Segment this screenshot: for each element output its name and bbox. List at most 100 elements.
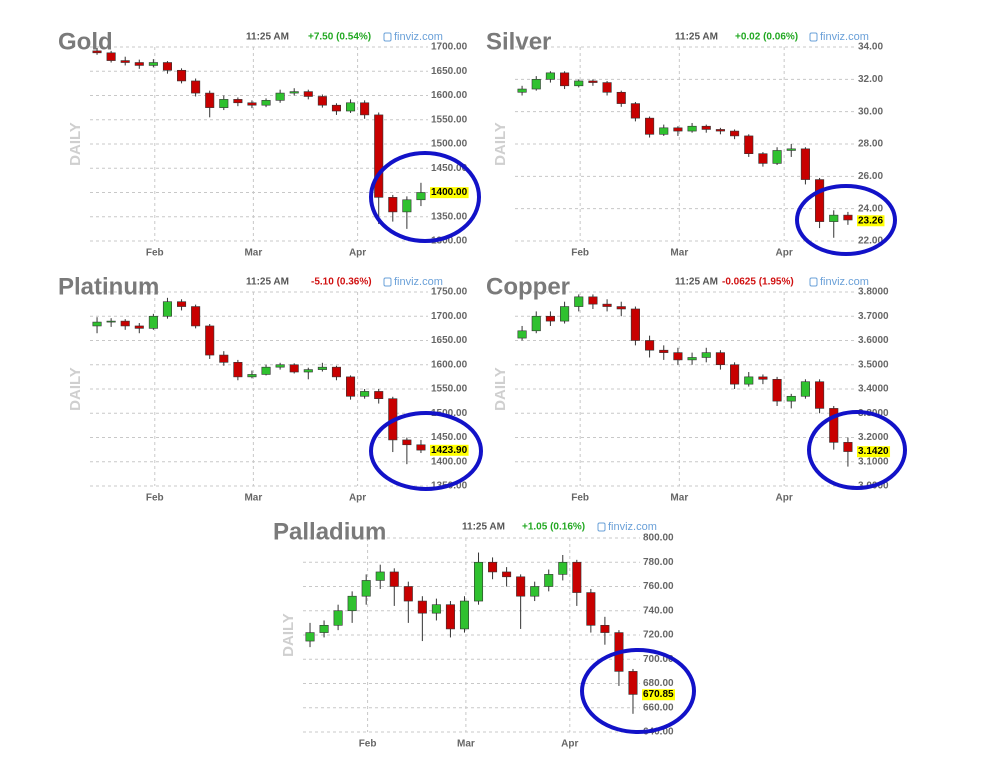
candle-body (488, 561, 498, 573)
candle-body (233, 362, 243, 378)
candle-body (402, 199, 412, 213)
candle-body (616, 306, 626, 310)
candle-body (673, 352, 683, 361)
candle-body (829, 214, 839, 222)
candle-body (772, 378, 782, 402)
candle-body (177, 301, 187, 307)
candle-body (628, 671, 638, 695)
chart-panel: Feb Mar Apr 1300.00 1350.00 1400.00 1450.00 150… (58, 28, 481, 259)
y-tick-label: 3.4000 (858, 384, 889, 395)
chart-panel: Feb Mar Apr 640.00 660.00 680.00 700.00 720.00 7… (273, 518, 696, 750)
candle-body (602, 82, 612, 93)
chart-panel: Feb Mar Apr 22.00 24.00 26.00 28.00 30.00 32.00 3… (486, 28, 897, 259)
x-tick-label: Mar (670, 248, 688, 259)
candle-body (588, 80, 598, 83)
chart-title: Platinum (58, 273, 159, 300)
quote-change: -5.10 (0.36%) (311, 277, 372, 288)
candle-body (588, 296, 598, 305)
y-tick-label: 1750.00 (431, 287, 468, 298)
candle-body (388, 197, 398, 213)
candle-body (303, 369, 313, 373)
candle-body (417, 600, 427, 614)
y-tick-label: 1400.00 (431, 456, 468, 467)
y-tick-label: 1650.00 (431, 66, 468, 77)
candle-body (233, 99, 243, 104)
chart-title: Copper (486, 273, 570, 300)
candle-body (545, 72, 555, 80)
candle-body (815, 381, 825, 409)
candle-body (416, 444, 426, 451)
candle-body (360, 102, 370, 116)
candle-body (389, 571, 399, 587)
candle-body (474, 561, 484, 602)
candle-body (829, 408, 839, 443)
chart-title: Silver (486, 28, 551, 55)
y-tick-label: 24.00 (858, 203, 883, 214)
quote-change: -0.0625 (1.95%) (722, 277, 794, 288)
last-price-label: 670.85 (643, 689, 674, 700)
y-tick-label: 3.6000 (858, 335, 889, 346)
y-axis-label: DAILY (67, 367, 84, 411)
source-link: finviz.com (608, 521, 657, 533)
candle-body (106, 320, 116, 323)
y-tick-label: 1550.00 (431, 384, 468, 395)
y-tick-label: 34.00 (858, 42, 883, 53)
highlight-circle (369, 411, 483, 491)
y-tick-label: 3.5000 (858, 359, 889, 370)
quote-change: +7.50 (0.54%) (308, 32, 371, 43)
y-axis-label: DAILY (492, 122, 509, 166)
y-tick-label: 28.00 (858, 139, 883, 150)
candle-body (602, 303, 612, 307)
y-tick-label: 3.1000 (858, 456, 889, 467)
candle-body (303, 91, 313, 97)
last-price-label: 3.1420 (858, 446, 889, 457)
y-tick-label: 1450.00 (431, 432, 468, 443)
y-axis-label: DAILY (67, 122, 84, 166)
x-tick-label: Apr (776, 493, 793, 504)
candle-body (701, 125, 711, 130)
source-icon (383, 32, 392, 42)
candle-body (148, 62, 158, 66)
candle-body (106, 52, 116, 61)
candle-body (162, 301, 172, 317)
candle-body (574, 296, 584, 307)
highlight-circle (580, 648, 696, 734)
y-tick-label: 1700.00 (431, 311, 468, 322)
source-link: finviz.com (820, 31, 869, 43)
candle-body (772, 150, 782, 164)
candle-body (517, 330, 527, 339)
source-icon (383, 277, 392, 287)
candle-body (645, 340, 655, 351)
candle-body (205, 325, 215, 356)
candle-body (177, 69, 187, 82)
candle-body (659, 349, 669, 353)
candle-body (687, 357, 697, 361)
y-tick-label: 32.00 (858, 74, 883, 85)
chart-title: Gold (58, 28, 113, 55)
candle-body (600, 624, 610, 633)
candle-body (92, 50, 102, 54)
candle-body (516, 576, 526, 597)
y-tick-label: 1650.00 (431, 335, 468, 346)
x-tick-label: Apr (349, 248, 366, 259)
y-tick-label: 660.00 (643, 702, 674, 713)
quote-time: 11:25 AM (675, 277, 718, 288)
candle-body (687, 125, 697, 132)
candle-body (744, 135, 754, 155)
candle-body (630, 308, 640, 341)
y-tick-label: 1350.00 (431, 211, 468, 222)
chart-title: Palladium (273, 518, 386, 545)
quote-change: +0.02 (0.06%) (735, 32, 798, 43)
candle-body (289, 364, 299, 373)
y-tick-label: 3.2000 (858, 432, 889, 443)
y-tick-label: 780.00 (643, 557, 674, 568)
last-price-marker (430, 444, 469, 456)
last-price-label: 23.26 (858, 215, 883, 226)
x-tick-label: Feb (571, 493, 589, 504)
y-tick-label: 720.00 (643, 630, 674, 641)
candle-body (346, 376, 356, 397)
candle-body (586, 592, 596, 626)
y-tick-label: 1450.00 (431, 163, 468, 174)
x-tick-label: Mar (244, 493, 262, 504)
